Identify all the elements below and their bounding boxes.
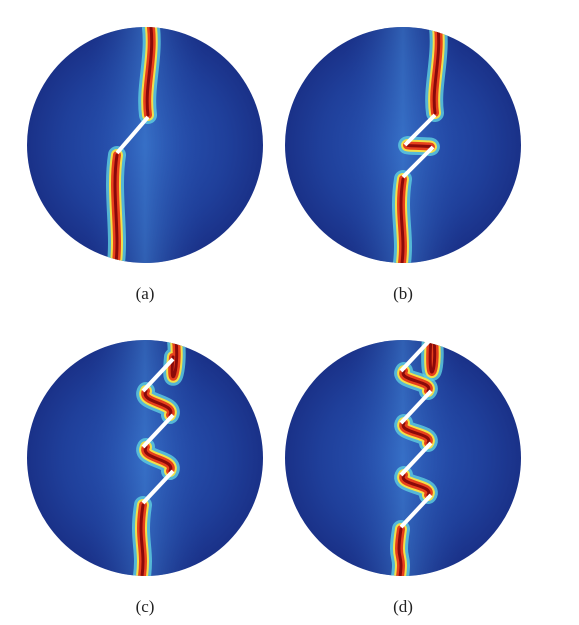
field: [85, 20, 205, 270]
panel: [285, 20, 521, 270]
panel-label: (c): [136, 597, 155, 616]
figure: (a) (b) (c) (d): [0, 0, 579, 625]
panel-label: (b): [393, 284, 413, 303]
panel-label: (a): [136, 284, 155, 303]
stress-band: [399, 529, 401, 583]
field: [85, 333, 205, 583]
stress-band: [115, 155, 117, 270]
panel: [27, 20, 263, 270]
stress-band: [407, 145, 431, 147]
panel: [27, 333, 263, 583]
field: [343, 20, 463, 270]
stress-band: [401, 179, 403, 270]
stress-band: [141, 505, 143, 583]
panel-label: (d): [393, 597, 413, 616]
panel: [285, 333, 521, 583]
